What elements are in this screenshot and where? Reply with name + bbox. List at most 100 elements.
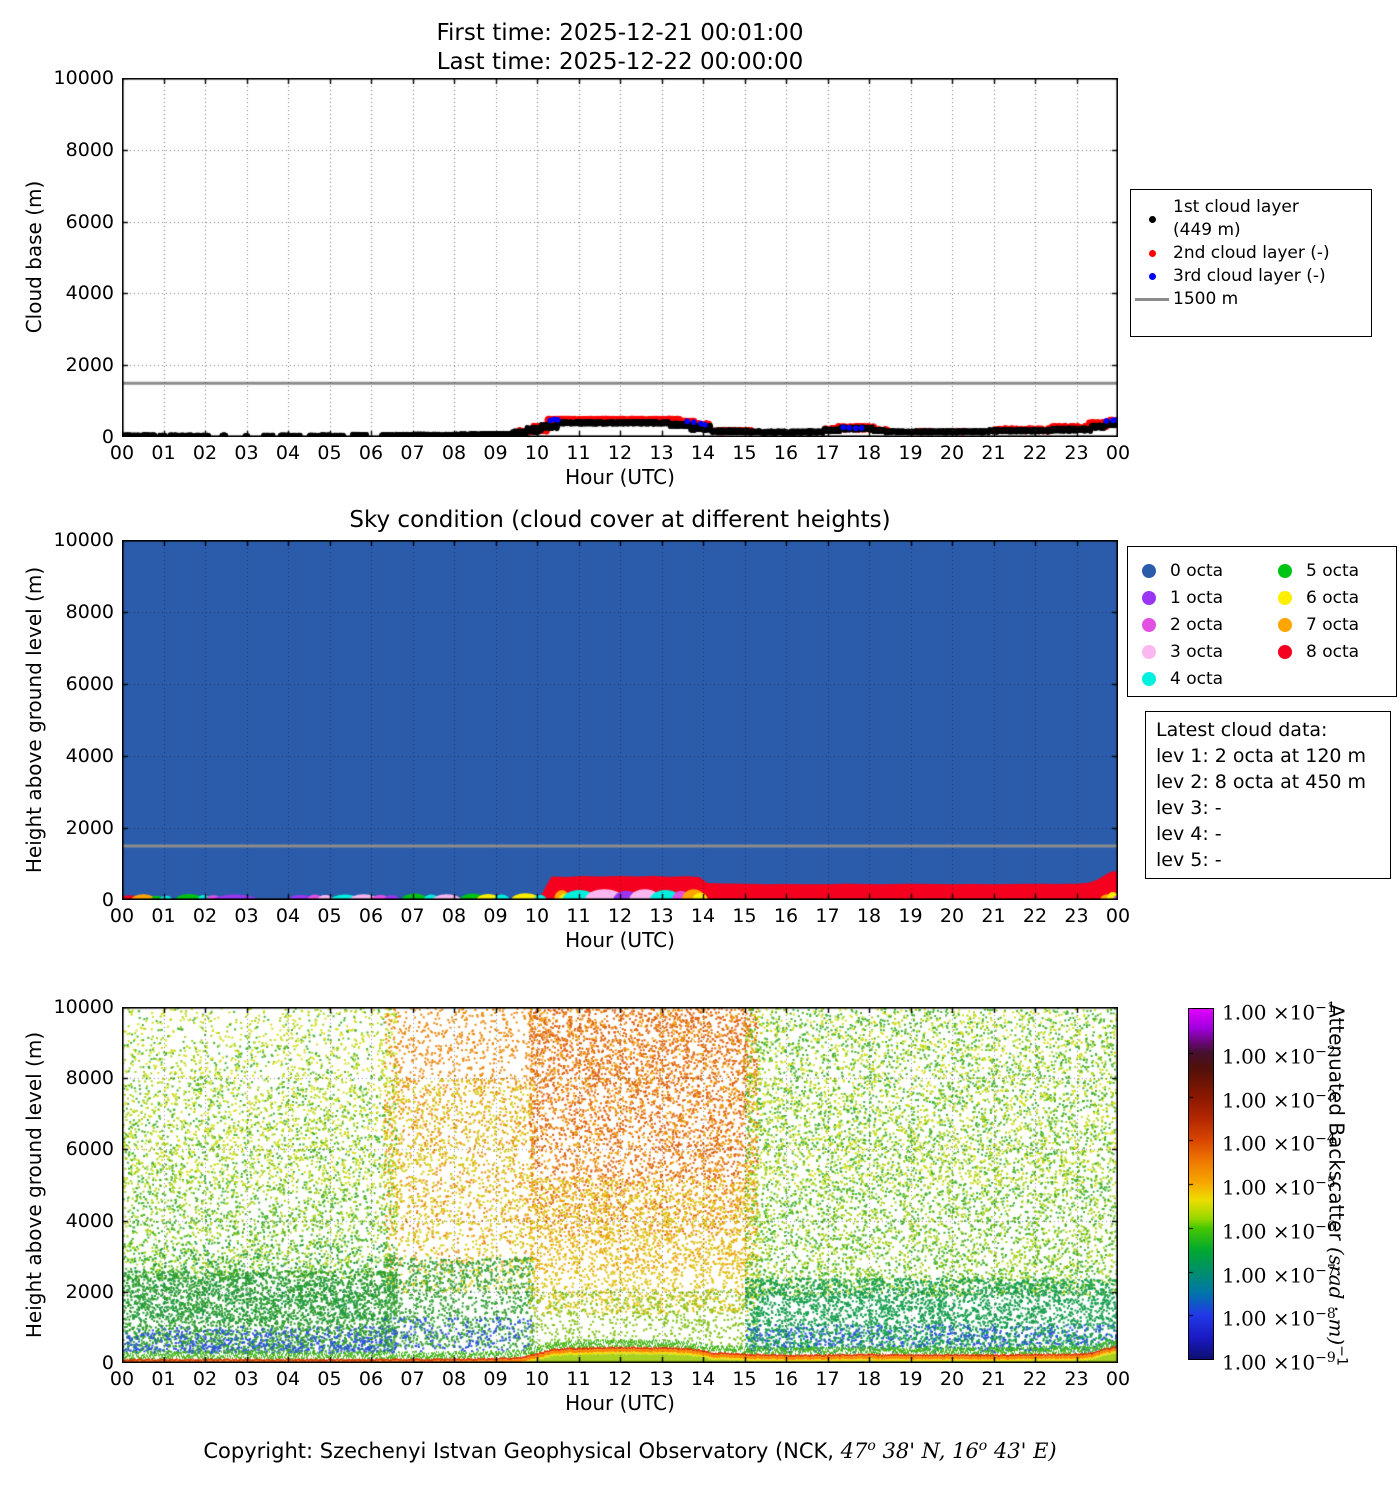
x-tick-label: 21 bbox=[981, 1368, 1006, 1390]
x-tick-label: 02 bbox=[192, 1368, 218, 1390]
colorbar-tick-label: 1.00 ×10−6 bbox=[1222, 1218, 1336, 1244]
octa-entry-label: 8 octa bbox=[1306, 641, 1360, 662]
first-time-title: First time: 2025-12-21 00:01:00 bbox=[436, 20, 804, 46]
octa-legend-column-2: 5 octa 6 octa 7 octa 8 octa bbox=[1264, 557, 1359, 665]
x-tick-label: 23 bbox=[1064, 1368, 1089, 1390]
y-tick-label: 4000 bbox=[65, 1209, 114, 1232]
x-tick-label: 05 bbox=[317, 905, 342, 927]
x-tick-label: 01 bbox=[151, 905, 176, 927]
x-tick-label: 19 bbox=[898, 442, 923, 464]
x-tick-label: 22 bbox=[1022, 1368, 1048, 1390]
octa-legend-column-1: 0 octa 1 octa 2 octa 3 octa 4 octa bbox=[1128, 557, 1223, 692]
legend-entry-label: 2nd cloud layer (-) bbox=[1173, 242, 1330, 265]
cloud-layer-legend: 1st cloud layer (449 m) 2nd cloud layer (-… bbox=[1130, 189, 1372, 337]
x-tick-label: 17 bbox=[815, 905, 840, 927]
octa-legend-entry: 5 octa bbox=[1264, 557, 1359, 584]
x-tick-label: 11 bbox=[566, 442, 591, 464]
x-tick-label: 04 bbox=[275, 1368, 301, 1390]
y-tick-label: 10000 bbox=[53, 67, 114, 89]
backscatter-plot-canvas bbox=[122, 1007, 1118, 1363]
x-tick-label: 06 bbox=[358, 442, 384, 464]
octa-legend-entry: 4 octa bbox=[1128, 665, 1223, 692]
legend-dot-swatch bbox=[1148, 250, 1156, 257]
x-tick-label: 10 bbox=[524, 1368, 550, 1390]
x-tick-label: 12 bbox=[607, 1368, 633, 1390]
colorbar-tick-label: 1.00 ×10−4 bbox=[1222, 1131, 1336, 1156]
octa-dot-icon bbox=[1278, 644, 1292, 659]
hour-axis-label-mid: Hour (UTC) bbox=[565, 928, 675, 952]
y-tick-label: 0 bbox=[101, 889, 114, 911]
octa-entry-label: 3 octa bbox=[1170, 641, 1224, 662]
x-tick-label: 18 bbox=[856, 905, 882, 927]
octa-entry-label: 5 octa bbox=[1306, 560, 1360, 581]
cloud-layer-dot-icon bbox=[1131, 215, 1173, 223]
octa-entry-label: 4 octa bbox=[1170, 668, 1224, 689]
octa-legend-entry: 8 octa bbox=[1264, 638, 1359, 665]
latest-cloud-data-box: Latest cloud data: lev 1: 2 octa at 120 m… bbox=[1145, 711, 1391, 879]
legend-line-swatch bbox=[1135, 298, 1169, 301]
legend-label-line: 2nd cloud layer (-) bbox=[1173, 243, 1330, 263]
x-tick-label: 22 bbox=[1022, 905, 1048, 927]
hour-axis-label-top: Hour (UTC) bbox=[565, 465, 675, 489]
octa-dot-icon bbox=[1278, 563, 1292, 578]
x-tick-label: 12 bbox=[607, 905, 633, 927]
x-tick-label: 03 bbox=[234, 905, 259, 927]
legend-label-line: (449 m) bbox=[1173, 220, 1241, 240]
sky-condition-title: Sky condition (cloud cover at different … bbox=[349, 507, 891, 533]
x-tick-label: 02 bbox=[192, 442, 218, 464]
x-tick-label: 00 bbox=[109, 905, 135, 927]
x-tick-label: 01 bbox=[151, 1368, 176, 1390]
x-tick-label: 21 bbox=[981, 905, 1006, 927]
x-tick-label: 23 bbox=[1064, 905, 1089, 927]
octa-legend-entry: 1 octa bbox=[1128, 584, 1223, 611]
latest-cloud-line: lev 1: 2 octa at 120 m bbox=[1156, 745, 1367, 767]
octa-legend: 0 octa 1 octa 2 octa 3 octa 4 octa 5 octa 6 oc… bbox=[1127, 546, 1397, 697]
cloud-base-plot-canvas bbox=[122, 78, 1118, 437]
x-tick-label: 17 bbox=[815, 442, 840, 464]
x-tick-label: 15 bbox=[732, 1368, 757, 1390]
x-tick-label: 16 bbox=[773, 1368, 799, 1390]
colorbar-tick-label: 1.00 ×10−8 bbox=[1222, 1306, 1336, 1331]
last-time-title: Last time: 2025-12-22 00:00:00 bbox=[436, 49, 804, 75]
legend-label-line: 1500 m bbox=[1173, 289, 1239, 309]
x-tick-label: 09 bbox=[483, 1368, 508, 1390]
y-tick-label: 6000 bbox=[65, 1138, 114, 1161]
x-tick-label: 02 bbox=[192, 905, 218, 927]
latest-cloud-line: lev 5: - bbox=[1156, 849, 1222, 871]
y-tick-label: 0 bbox=[101, 426, 114, 448]
y-tick-label: 8000 bbox=[65, 1067, 114, 1090]
x-tick-label: 16 bbox=[773, 905, 799, 927]
x-tick-label: 05 bbox=[317, 1368, 342, 1390]
y-tick-label: 4000 bbox=[65, 745, 114, 767]
x-tick-label: 03 bbox=[234, 442, 259, 464]
cloud-layer-dot-icon bbox=[1131, 273, 1173, 280]
colorbar-tick-label: 1.00 ×10−2 bbox=[1222, 1043, 1336, 1069]
x-tick-label: 11 bbox=[566, 1368, 591, 1390]
legend-entry-label: 3rd cloud layer (-) bbox=[1173, 265, 1326, 288]
colorbar-axis-label: Attenuated Backscatter (srad · m)−1 bbox=[1324, 1004, 1350, 1366]
y-tick-label: 8000 bbox=[65, 601, 114, 623]
x-tick-label: 08 bbox=[441, 905, 467, 927]
cloud-base-axis-label: Cloud base (m) bbox=[22, 180, 46, 334]
legend-dot-swatch bbox=[1148, 273, 1156, 280]
legend-entry: 1500 m bbox=[1131, 288, 1371, 311]
sky-condition-plot-canvas bbox=[122, 540, 1118, 900]
octa-dot-icon bbox=[1142, 644, 1156, 659]
x-tick-label: 10 bbox=[524, 442, 550, 464]
x-tick-label: 17 bbox=[815, 1368, 840, 1390]
legend-entry: 3rd cloud layer (-) bbox=[1131, 265, 1371, 288]
colorbar-tick-label: 1.00 ×10−3 bbox=[1222, 1087, 1336, 1113]
x-tick-label: 00 bbox=[1105, 905, 1131, 927]
x-tick-label: 08 bbox=[441, 1368, 467, 1390]
octa-legend-entry: 6 octa bbox=[1264, 584, 1359, 611]
latest-cloud-line: lev 3: - bbox=[1156, 797, 1222, 819]
x-tick-label: 20 bbox=[939, 442, 965, 464]
x-tick-label: 18 bbox=[856, 1368, 882, 1390]
y-tick-label: 4000 bbox=[65, 282, 114, 305]
octa-dot-icon bbox=[1142, 590, 1156, 605]
x-tick-label: 14 bbox=[690, 905, 716, 927]
x-tick-label: 01 bbox=[151, 442, 176, 464]
hour-axis-label-bottom: Hour (UTC) bbox=[565, 1391, 675, 1415]
octa-entry-label: 1 octa bbox=[1170, 587, 1224, 608]
x-tick-label: 20 bbox=[939, 1368, 965, 1390]
